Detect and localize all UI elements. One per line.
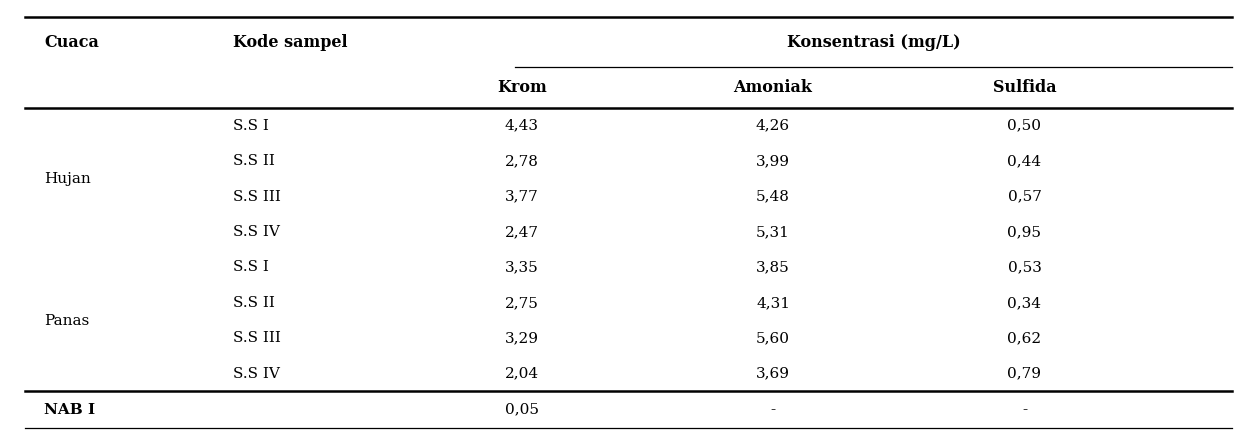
Text: 2,04: 2,04 (504, 367, 539, 381)
Text: -: - (1022, 403, 1027, 417)
Text: 0,53: 0,53 (1008, 260, 1041, 274)
Text: 3,69: 3,69 (755, 367, 791, 381)
Text: 0,34: 0,34 (1007, 296, 1042, 310)
Text: 4,43: 4,43 (504, 119, 539, 133)
Text: S.S I: S.S I (233, 119, 269, 133)
Text: 3,29: 3,29 (504, 331, 539, 345)
Text: 2,47: 2,47 (504, 225, 539, 239)
Text: S.S II: S.S II (233, 154, 274, 168)
Text: 0,05: 0,05 (504, 403, 539, 417)
Text: Sulfida: Sulfida (993, 79, 1056, 96)
Text: Cuaca: Cuaca (44, 34, 99, 51)
Text: 3,85: 3,85 (757, 260, 789, 274)
Text: NAB I: NAB I (44, 403, 96, 417)
Text: 3,35: 3,35 (505, 260, 538, 274)
Text: 4,26: 4,26 (755, 119, 791, 133)
Text: 5,60: 5,60 (755, 331, 791, 345)
Text: 0,44: 0,44 (1007, 154, 1042, 168)
Text: S.S IV: S.S IV (233, 225, 279, 239)
Text: 0,95: 0,95 (1007, 225, 1042, 239)
Text: 4,31: 4,31 (755, 296, 791, 310)
Text: S.S II: S.S II (233, 296, 274, 310)
Text: S.S IV: S.S IV (233, 367, 279, 381)
Text: Amoniak: Amoniak (734, 79, 812, 96)
Text: 3,77: 3,77 (505, 190, 538, 203)
Text: S.S III: S.S III (233, 331, 280, 345)
Text: 0,57: 0,57 (1008, 190, 1041, 203)
Text: 0,79: 0,79 (1007, 367, 1042, 381)
Text: Panas: Panas (44, 314, 89, 327)
Text: 3,99: 3,99 (755, 154, 791, 168)
Text: -: - (771, 403, 776, 417)
Text: S.S III: S.S III (233, 190, 280, 203)
Text: Hujan: Hujan (44, 172, 91, 186)
Text: Krom: Krom (497, 79, 547, 96)
Text: Kode sampel: Kode sampel (233, 34, 347, 51)
Text: S.S I: S.S I (233, 260, 269, 274)
Text: 5,31: 5,31 (757, 225, 789, 239)
Text: 0,62: 0,62 (1007, 331, 1042, 345)
Text: 0,50: 0,50 (1007, 119, 1042, 133)
Text: Konsentrasi (mg/L): Konsentrasi (mg/L) (787, 34, 960, 51)
Text: 2,78: 2,78 (505, 154, 538, 168)
Text: 2,75: 2,75 (505, 296, 538, 310)
Text: 5,48: 5,48 (757, 190, 789, 203)
